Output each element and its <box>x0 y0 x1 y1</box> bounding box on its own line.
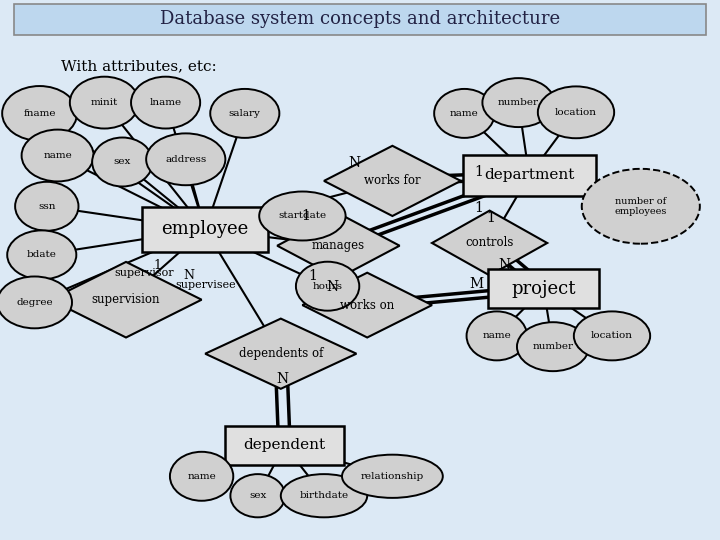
Ellipse shape <box>70 77 139 129</box>
Text: works on: works on <box>340 299 395 312</box>
Text: 1: 1 <box>487 211 495 225</box>
Text: hours: hours <box>312 282 343 291</box>
Polygon shape <box>50 262 202 338</box>
Text: N: N <box>183 269 194 282</box>
Text: works for: works for <box>364 174 420 187</box>
Text: fname: fname <box>23 109 56 118</box>
Text: employee: employee <box>161 220 249 239</box>
Text: 1: 1 <box>153 259 161 272</box>
Ellipse shape <box>15 182 78 231</box>
Text: sex: sex <box>114 158 131 166</box>
Text: birthdate: birthdate <box>300 491 348 500</box>
Text: minit: minit <box>91 98 118 107</box>
Text: 1: 1 <box>309 269 318 284</box>
Text: dependents of: dependents of <box>238 347 323 360</box>
Text: dependent: dependent <box>243 438 325 453</box>
Polygon shape <box>324 146 461 216</box>
Polygon shape <box>432 211 547 275</box>
Text: number: number <box>533 342 573 351</box>
Ellipse shape <box>0 276 72 328</box>
Polygon shape <box>302 273 432 338</box>
Ellipse shape <box>482 78 554 127</box>
FancyBboxPatch shape <box>14 4 706 35</box>
Text: supervisee: supervisee <box>175 280 235 290</box>
Ellipse shape <box>342 455 443 498</box>
Text: degree: degree <box>17 298 53 307</box>
Ellipse shape <box>92 138 153 186</box>
Text: 1: 1 <box>302 209 310 223</box>
Text: supervisor: supervisor <box>114 268 174 278</box>
Text: location: location <box>555 108 597 117</box>
Ellipse shape <box>582 169 700 244</box>
Text: project: project <box>511 280 576 298</box>
Polygon shape <box>277 213 400 278</box>
FancyBboxPatch shape <box>225 426 344 465</box>
Ellipse shape <box>230 474 285 517</box>
Text: lname: lname <box>150 98 181 107</box>
FancyBboxPatch shape <box>488 269 599 308</box>
Ellipse shape <box>131 77 200 129</box>
Text: N: N <box>498 258 510 272</box>
Ellipse shape <box>170 452 233 501</box>
Ellipse shape <box>281 474 367 517</box>
Text: name: name <box>43 151 72 160</box>
Text: M: M <box>469 277 484 291</box>
Ellipse shape <box>434 89 495 138</box>
Text: Database system concepts and architecture: Database system concepts and architectur… <box>160 10 560 29</box>
Ellipse shape <box>467 312 527 360</box>
Text: number: number <box>498 98 539 107</box>
Ellipse shape <box>22 130 94 181</box>
Ellipse shape <box>146 133 225 185</box>
Ellipse shape <box>7 231 76 279</box>
Text: sex: sex <box>249 491 266 500</box>
Text: salary: salary <box>229 109 261 118</box>
Ellipse shape <box>517 322 589 371</box>
Text: name: name <box>450 109 479 118</box>
Text: ssn: ssn <box>38 202 55 211</box>
Text: controls: controls <box>465 237 514 249</box>
Text: manages: manages <box>312 239 365 252</box>
Polygon shape <box>205 319 356 389</box>
Text: 1: 1 <box>474 165 483 179</box>
Text: name: name <box>482 332 511 340</box>
FancyBboxPatch shape <box>462 156 596 195</box>
Text: bdate: bdate <box>27 251 57 259</box>
Text: startdate: startdate <box>279 212 326 220</box>
Text: With attributes, etc:: With attributes, etc: <box>61 59 217 73</box>
Text: number of
employees: number of employees <box>615 197 667 216</box>
Ellipse shape <box>210 89 279 138</box>
Ellipse shape <box>2 86 77 141</box>
Text: name: name <box>187 472 216 481</box>
Text: N: N <box>276 372 288 386</box>
Text: relationship: relationship <box>361 472 424 481</box>
Ellipse shape <box>538 86 614 138</box>
Text: supervision: supervision <box>91 293 161 306</box>
Ellipse shape <box>574 312 650 360</box>
Ellipse shape <box>296 262 359 310</box>
Text: location: location <box>591 332 633 340</box>
FancyBboxPatch shape <box>142 207 268 252</box>
Text: N: N <box>348 156 360 170</box>
Text: address: address <box>165 155 207 164</box>
Text: N: N <box>327 280 338 294</box>
Text: 1: 1 <box>474 201 483 215</box>
Ellipse shape <box>259 192 346 240</box>
Text: department: department <box>484 168 575 183</box>
